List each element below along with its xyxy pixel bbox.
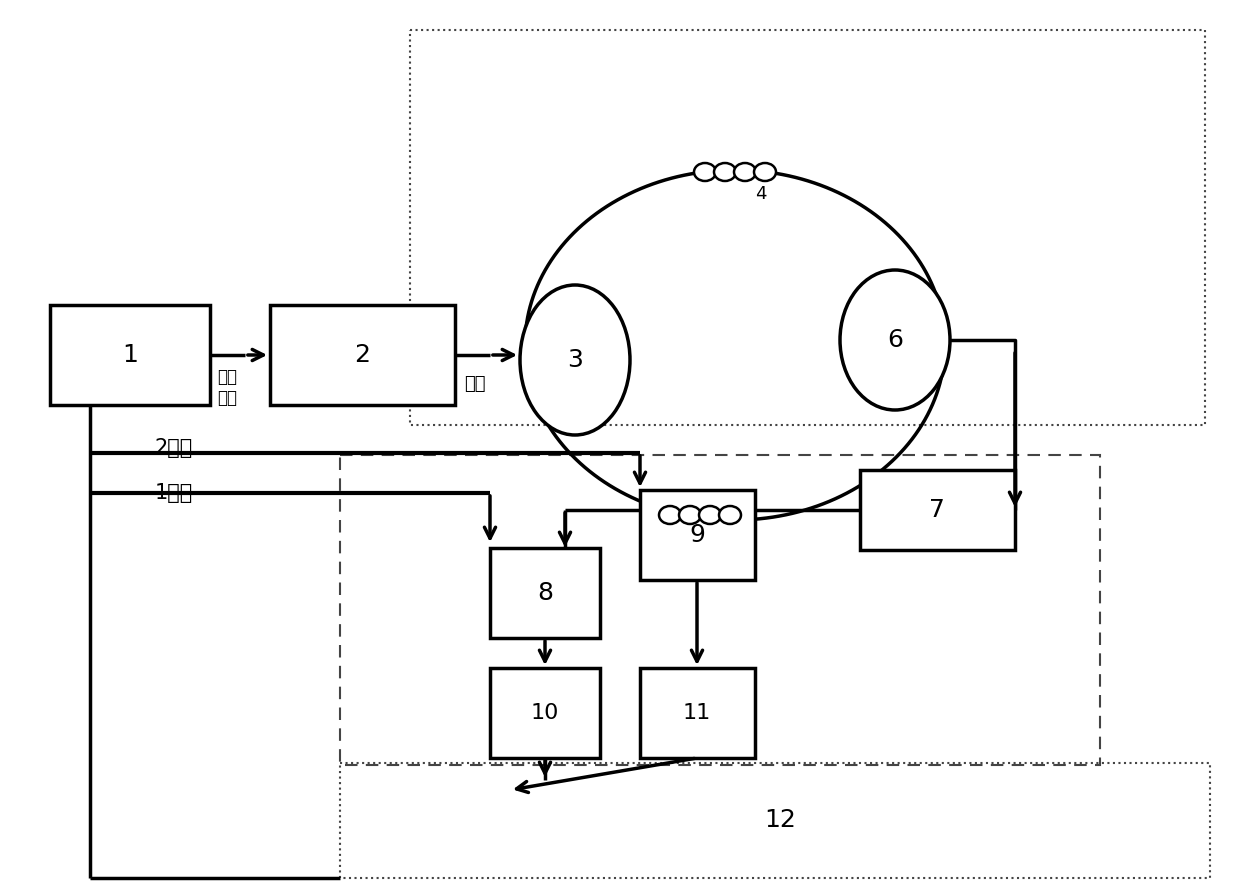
- Text: 8: 8: [537, 581, 553, 605]
- Ellipse shape: [714, 163, 737, 181]
- Ellipse shape: [754, 163, 776, 181]
- Ellipse shape: [658, 506, 681, 524]
- Text: 1: 1: [122, 343, 138, 367]
- Bar: [340, 763, 1210, 878]
- Text: 5: 5: [740, 499, 751, 517]
- Text: 调制
信号: 调制 信号: [217, 368, 237, 407]
- Bar: [490, 668, 600, 758]
- Bar: [410, 30, 1205, 425]
- Bar: [640, 490, 755, 580]
- Ellipse shape: [520, 285, 630, 435]
- Ellipse shape: [694, 163, 715, 181]
- Text: 10: 10: [531, 703, 559, 723]
- Text: 12: 12: [764, 808, 796, 832]
- Text: 11: 11: [683, 703, 711, 723]
- Bar: [861, 470, 1016, 550]
- Text: 4: 4: [755, 185, 766, 203]
- Ellipse shape: [719, 506, 742, 524]
- Ellipse shape: [734, 163, 756, 181]
- Bar: [490, 548, 600, 638]
- Text: 2: 2: [353, 343, 370, 367]
- Bar: [640, 668, 755, 758]
- Text: 7: 7: [929, 498, 945, 522]
- Bar: [340, 455, 1100, 765]
- Text: 2倍频: 2倍频: [155, 438, 193, 458]
- Text: 1倍频: 1倍频: [155, 483, 193, 503]
- Text: 6: 6: [887, 328, 903, 352]
- Ellipse shape: [699, 506, 720, 524]
- Text: 3: 3: [567, 348, 583, 372]
- Text: 9: 9: [689, 523, 704, 547]
- Bar: [270, 305, 455, 405]
- Ellipse shape: [680, 506, 701, 524]
- Bar: [50, 305, 210, 405]
- Ellipse shape: [839, 270, 950, 410]
- Text: 光波: 光波: [464, 375, 486, 393]
